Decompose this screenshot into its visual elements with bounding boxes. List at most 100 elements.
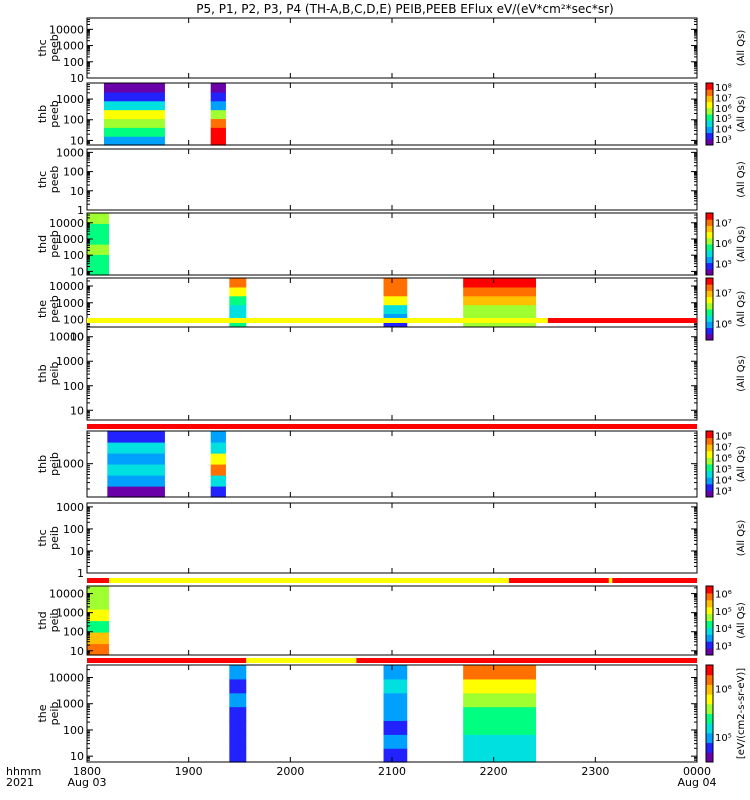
mode-bar-segment <box>612 578 697 583</box>
colorbar-tick-label: 10⁸ <box>715 432 732 443</box>
data-cell <box>210 486 226 498</box>
colorbar-cell <box>706 703 713 714</box>
colorbar-tick-label: 10⁷ <box>715 94 732 105</box>
y-tick-label: 1000 <box>56 146 84 159</box>
data-cell <box>383 678 408 694</box>
colorbar-cell <box>706 89 713 96</box>
data-cell <box>463 304 537 315</box>
colorbar-tick-label: 10⁶ <box>715 239 732 250</box>
colorbar-cell <box>706 444 713 452</box>
y-label-product: peeb <box>48 34 61 62</box>
data-cell <box>103 127 165 137</box>
colorbar-cell <box>706 278 713 285</box>
x-tick-label: 2000 <box>276 765 304 778</box>
y-tick-label: 100 <box>63 380 84 393</box>
y-tick-label: 1000 <box>56 458 84 471</box>
data-cell <box>87 632 110 645</box>
colorbar-tick-label: 10⁵ <box>715 465 732 476</box>
data-cell <box>229 678 247 694</box>
x-tick-label: 2100 <box>378 765 406 778</box>
colorbar-tick-label: 10⁵ <box>715 114 732 125</box>
colorbar-tick-label: 10⁶ <box>715 320 732 331</box>
mode-bar-segment <box>109 578 509 583</box>
data-cell <box>463 748 537 763</box>
mode-bar-segment <box>87 578 110 583</box>
colorbar-cell <box>706 95 713 103</box>
data-cell <box>210 91 226 102</box>
y-tick-label: 100 <box>63 249 84 262</box>
side-label: (All Qs) <box>736 96 747 133</box>
colorbar-cell <box>706 599 713 608</box>
y-tick-label: 1000 <box>56 40 84 53</box>
colorbar-cell <box>706 477 713 485</box>
side-label: (All Qs) <box>736 602 747 639</box>
colorbar-cell <box>706 627 713 635</box>
data-cell <box>103 100 165 111</box>
x-tick-label: 2200 <box>480 765 508 778</box>
colorbar-cell <box>706 732 713 744</box>
data-cell <box>87 233 110 245</box>
colorbar-tick-label: 10⁷ <box>715 218 732 229</box>
y-tick-label: 10 <box>70 750 84 763</box>
data-cell <box>107 442 165 454</box>
panel-area <box>87 586 697 655</box>
panel-area <box>87 149 697 210</box>
y-tick-label: 1 <box>77 204 84 217</box>
y-tick-label: 100 <box>63 314 84 327</box>
data-cell <box>107 464 165 476</box>
data-cell <box>87 620 110 633</box>
data-cell <box>383 706 408 722</box>
colorbar-tick-label: 10⁷ <box>715 289 732 300</box>
data-cell <box>210 475 226 487</box>
colorbar-cell <box>706 713 713 724</box>
y-tick-label: 10 <box>70 185 84 198</box>
data-cell <box>107 486 165 498</box>
mode-bar-segment <box>547 318 697 323</box>
colorbar-tick-label: 10⁵ <box>715 260 732 271</box>
side-label: (All Qs) <box>736 446 747 483</box>
data-cell <box>463 720 537 735</box>
x-tick-date-label: Aug 03 <box>68 776 107 789</box>
data-cell <box>229 706 247 722</box>
mode-bar-segment <box>356 658 697 663</box>
colorbar-cell <box>706 138 713 146</box>
data-cell <box>229 748 247 763</box>
colorbar-cell <box>706 256 713 264</box>
colorbar-cell <box>706 219 713 226</box>
data-cell <box>383 720 408 735</box>
colorbar-tick-label: 10⁶ <box>715 590 732 601</box>
y-label-probe: thb <box>36 105 49 123</box>
colorbar-tick-label: 10⁶ <box>715 684 732 695</box>
data-cell <box>87 643 110 656</box>
mode-bar-segment <box>87 658 247 663</box>
colorbar-tick-label: 10³ <box>715 641 732 652</box>
colorbar-cell <box>706 290 713 298</box>
y-tick-label: 1 <box>77 567 84 580</box>
colorbar-cell <box>706 694 713 705</box>
panel-area <box>87 18 697 78</box>
y-label-probe: the <box>36 300 49 318</box>
side-label: (All Qs) <box>736 161 747 198</box>
colorbar-tick-label: 10⁴ <box>715 476 732 487</box>
corner-label-hhmm: hhmm <box>6 765 41 778</box>
data-cell <box>383 734 408 749</box>
mode-bar-segment <box>246 658 357 663</box>
data-cell <box>383 748 408 763</box>
side-label: [eV/(cm2-s-sr-eV)] <box>736 668 747 759</box>
colorbar-cell <box>706 327 713 335</box>
data-cell <box>463 734 537 749</box>
side-label: (All Qs) <box>736 226 747 263</box>
data-cell <box>210 464 226 476</box>
colorbar-tick-label: 10⁵ <box>715 607 732 618</box>
mode-bar-segment <box>508 578 609 583</box>
y-tick-label: 10 <box>70 404 84 417</box>
colorbar-tick-label: 10⁴ <box>715 125 732 136</box>
data-cell <box>463 665 537 680</box>
y-tick-label: 100 <box>63 523 84 536</box>
colorbar-cell <box>706 490 713 498</box>
data-cell <box>383 665 408 680</box>
